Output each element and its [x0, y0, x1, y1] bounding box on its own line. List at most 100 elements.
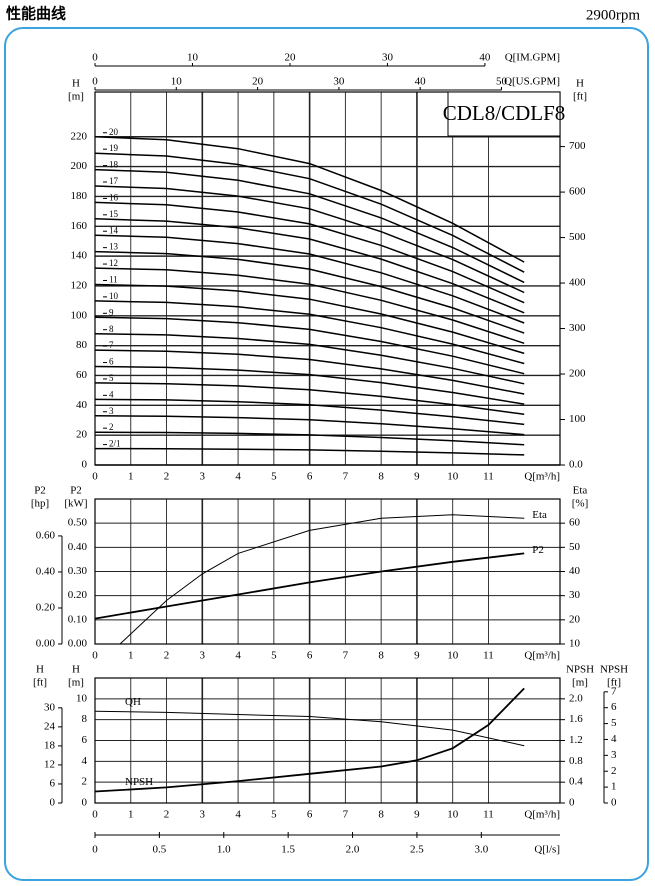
x-tick-label: 11 [483, 809, 494, 821]
extra-tick-label: 4 [611, 733, 617, 745]
y2-axis-title: Eta [573, 485, 588, 497]
x-tick-label: 7 [343, 471, 349, 483]
model-name: CDL8/CDLF8 [443, 101, 566, 125]
y-axis-unit: [m] [68, 91, 84, 103]
series-label: 6 [109, 357, 114, 367]
extra-tick-label: 6 [611, 701, 617, 713]
top-tick-label: 20 [252, 76, 264, 88]
curve [94, 250, 525, 334]
series-label: 18 [109, 160, 119, 170]
y2-axis-unit: [%] [572, 498, 589, 510]
extra-tick-label: 0.00 [36, 638, 56, 650]
top-tick-label: 0 [92, 52, 98, 64]
y-tick-label: 6 [82, 734, 88, 746]
curve [94, 447, 525, 456]
x-tick-label: 4 [235, 650, 241, 662]
curve [94, 136, 525, 263]
curve [94, 687, 525, 793]
series-label: 4 [109, 389, 114, 399]
series-label: 9 [109, 307, 114, 317]
x-tick-label: 9 [414, 471, 420, 483]
y2-tick-label: 400 [569, 277, 586, 289]
extra-tick-label: 0 [50, 797, 56, 809]
y-tick-label: 0 [82, 797, 88, 809]
x-tick-label: 2 [164, 650, 170, 662]
x-tick-label: 5 [271, 650, 277, 662]
top-tick-label: 30 [333, 76, 345, 88]
x-tick-label: 1 [128, 650, 134, 662]
extra-axis-unit: [ft] [607, 677, 621, 689]
top-axis-title: Q[IM.GPM] [505, 52, 560, 64]
x2-tick-label: 2.0 [346, 844, 360, 856]
y-tick-label: 140 [71, 250, 88, 262]
model-box [447, 91, 561, 137]
series-label: 13 [109, 242, 119, 252]
x2-tick-label: 0.5 [153, 844, 167, 856]
y-tick-label: 200 [71, 160, 88, 172]
x-tick-label: 9 [414, 809, 420, 821]
y2-tick-label: 60 [569, 517, 581, 529]
curve [94, 316, 525, 375]
x2-tick-label: 2.5 [410, 844, 424, 856]
series-label: NPSH [125, 776, 153, 788]
x2-tick-label: 1.5 [281, 844, 295, 856]
extra-axis-title: H [36, 664, 44, 676]
extra-tick-label: 3 [611, 749, 617, 761]
series-label: 14 [109, 225, 119, 235]
x-tick-label: 6 [307, 809, 313, 821]
extra-tick-label: 24 [44, 720, 56, 732]
curve [94, 710, 525, 747]
x-axis-title: Q[m³/h] [524, 471, 560, 483]
curve [94, 300, 525, 365]
y-tick-label: 180 [71, 190, 88, 202]
series-label: 7 [109, 340, 114, 350]
y-axis-unit: [m] [68, 677, 84, 689]
x-tick-label: 3 [200, 650, 206, 662]
curve [94, 234, 525, 324]
y-tick-label: 120 [71, 279, 88, 291]
extra-tick-label: 5 [611, 717, 617, 729]
y2-tick-label: 50 [569, 541, 581, 553]
x2-tick-label: 0 [92, 844, 98, 856]
y2-tick-label: 200 [569, 368, 586, 380]
y2-axis-title: H [576, 78, 584, 90]
y2-axis-title: NPSH [566, 664, 594, 676]
frame [4, 27, 649, 881]
x-tick-label: 4 [235, 809, 241, 821]
top-tick-label: 10 [171, 76, 183, 88]
extra-axis-title: P2 [34, 485, 46, 497]
series-label: 16 [109, 192, 119, 202]
top-tick-label: 20 [284, 52, 296, 64]
top-tick-label: 40 [415, 76, 427, 88]
series-label: 12 [109, 258, 118, 268]
y-tick-label: 20 [76, 429, 88, 441]
y-tick-label: 80 [76, 339, 88, 351]
x-tick-label: 5 [271, 809, 277, 821]
y-tick-label: 0 [82, 459, 88, 471]
curve [94, 431, 525, 446]
curve [94, 218, 525, 314]
x-tick-label: 6 [307, 650, 313, 662]
extra-tick-label: 12 [44, 758, 55, 770]
y-tick-label: 220 [71, 130, 88, 142]
y-tick-label: 0.40 [68, 541, 88, 553]
x-tick-label: 5 [271, 471, 277, 483]
y2-tick-label: 0 [569, 797, 575, 809]
top-tick-label: 50 [496, 76, 508, 88]
y2-tick-label: 0.8 [569, 755, 583, 767]
curve [94, 365, 525, 405]
x-tick-label: 2 [164, 471, 170, 483]
speed: 2900rpm [586, 7, 640, 23]
x2-axis-title: Q[l/s] [534, 844, 560, 856]
curve [94, 332, 525, 385]
x-tick-label: 8 [378, 809, 384, 821]
series-label: 2/1 [109, 439, 121, 449]
y-tick-label: 2 [82, 776, 88, 788]
y-axis-title: P2 [70, 485, 82, 497]
top-tick-label: 40 [479, 52, 491, 64]
y2-tick-label: 30 [569, 589, 581, 601]
y-tick-label: 0.30 [68, 565, 88, 577]
series-label: 8 [109, 324, 114, 334]
